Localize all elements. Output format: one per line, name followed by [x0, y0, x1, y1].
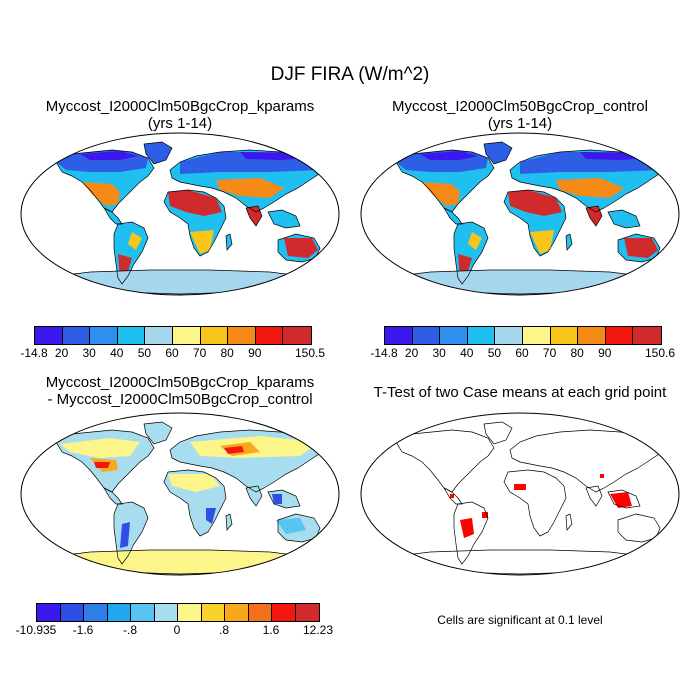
colorbar-tick-label: 50: [137, 346, 152, 360]
colorbar-tick-label: 0: [173, 623, 181, 637]
colorbar-swatch: [248, 604, 272, 621]
map-difference: [20, 412, 340, 576]
colorbar-tick-label: 90: [598, 346, 612, 360]
colorbar-kparams: [34, 326, 312, 345]
panel-4-title-line1: T-Test of two Case means at each grid po…: [373, 384, 667, 401]
colorbar-swatch: [172, 327, 201, 344]
colorbar-swatch: [440, 327, 468, 344]
colorbar-swatch: [495, 327, 523, 344]
colorbar-swatch: [90, 327, 118, 344]
colorbar-swatch: [605, 327, 634, 344]
colorbar-swatch: [633, 327, 661, 344]
colorbar-swatch: [201, 604, 225, 621]
colorbar-tick-label: 40: [110, 346, 124, 360]
colorbar-tick-label: -1.6: [72, 623, 94, 637]
colorbar-tick-label: 60: [515, 346, 529, 360]
colorbar-swatch: [117, 327, 146, 344]
colorbar-swatch: [295, 604, 319, 621]
colorbar-swatch: [60, 604, 84, 621]
panel-3-title: Myccost_I2000Clm50BgcCrop_kparams - Mycc…: [20, 374, 340, 408]
colorbar-swatch: [154, 604, 178, 621]
colorbar-swatch: [412, 327, 441, 344]
colorbar-control-labels: -14.8 20 30 40 50 60 70 80 90 150.6: [370, 346, 675, 362]
panel-1-title-line2: (yrs 1-14): [147, 115, 213, 132]
colorbar-tick-label: 60: [165, 346, 179, 360]
figure-title: DJF FIRA (W/m^2): [270, 64, 430, 85]
panel-3-title-line2: - Myccost_I2000Clm50BgcCrop_control: [47, 391, 313, 408]
colorbar-tick-label: 1.6: [262, 623, 280, 637]
panel-1-title: Myccost_I2000Clm50BgcCrop_kparams (yrs 1…: [20, 98, 340, 132]
panel-2-title-line1: Myccost_I2000Clm50BgcCrop_control: [392, 98, 648, 115]
colorbar-tick-label: 20: [54, 346, 69, 360]
colorbar-tick-label: 90: [248, 346, 262, 360]
colorbar-swatch: [255, 327, 284, 344]
colorbar-swatch: [522, 327, 551, 344]
colorbar-tick-label: .8: [218, 623, 230, 637]
colorbar-swatch: [385, 327, 413, 344]
colorbar-tick-label: 20: [404, 346, 419, 360]
colorbar-swatch: [200, 327, 229, 344]
panel-4-title: T-Test of two Case means at each grid po…: [360, 384, 680, 401]
colorbar-tick-label: 30: [432, 346, 446, 360]
colorbar-swatch: [228, 327, 256, 344]
panel-2-title-line2: (yrs 1-14): [487, 115, 553, 132]
colorbar-swatch: [145, 327, 173, 344]
colorbar-tick-label: 12.23: [302, 623, 334, 637]
colorbar-tick-label: 50: [487, 346, 502, 360]
colorbar-tick-label: 40: [460, 346, 474, 360]
colorbar-tick-label: 80: [570, 346, 584, 360]
colorbar-control: [384, 326, 662, 345]
colorbar-tick-label: 30: [82, 346, 96, 360]
colorbar-tick-label: -10.935: [15, 623, 57, 637]
colorbar-swatch: [35, 327, 63, 344]
colorbar-tick-label: 150.6: [644, 346, 676, 360]
colorbar-swatch: [225, 604, 249, 621]
colorbar-tick-label: 150.5: [294, 346, 326, 360]
panel-3-title-line1: Myccost_I2000Clm50BgcCrop_kparams: [45, 374, 315, 391]
colorbar-swatch: [550, 327, 579, 344]
map-kparams: [20, 132, 340, 296]
colorbar-swatch: [84, 604, 108, 621]
colorbar-kparams-labels: -14.8 20 30 40 50 60 70 80 90 150.5: [20, 346, 325, 362]
colorbar-swatch: [62, 327, 91, 344]
colorbar-swatch: [178, 604, 202, 621]
colorbar-difference-labels: -10.935 -1.6 -.8 0 .8 1.6 12.23: [16, 623, 333, 639]
colorbar-swatch: [37, 604, 61, 621]
panel-1-title-line1: Myccost_I2000Clm50BgcCrop_kparams: [45, 98, 315, 115]
colorbar-tick-label: -.8: [122, 623, 138, 637]
colorbar-tick-label: 70: [542, 346, 557, 360]
colorbar-swatch: [272, 604, 296, 621]
colorbar-swatch: [283, 327, 311, 344]
colorbar-tick-label: 80: [220, 346, 234, 360]
panel-2-title: Myccost_I2000Clm50BgcCrop_control (yrs 1…: [360, 98, 680, 132]
colorbar-swatch: [578, 327, 606, 344]
colorbar-tick-label: -14.8: [20, 346, 48, 360]
map-control: [360, 132, 680, 296]
colorbar-tick-label: 70: [192, 346, 207, 360]
colorbar-tick-label: -14.8: [370, 346, 398, 360]
colorbar-swatch: [107, 604, 131, 621]
map-t-test: [360, 412, 680, 576]
colorbar-swatch: [467, 327, 496, 344]
colorbar-swatch: [131, 604, 155, 621]
significance-note: Cells are significant at 0.1 level: [437, 613, 603, 627]
colorbar-difference: [36, 603, 320, 622]
